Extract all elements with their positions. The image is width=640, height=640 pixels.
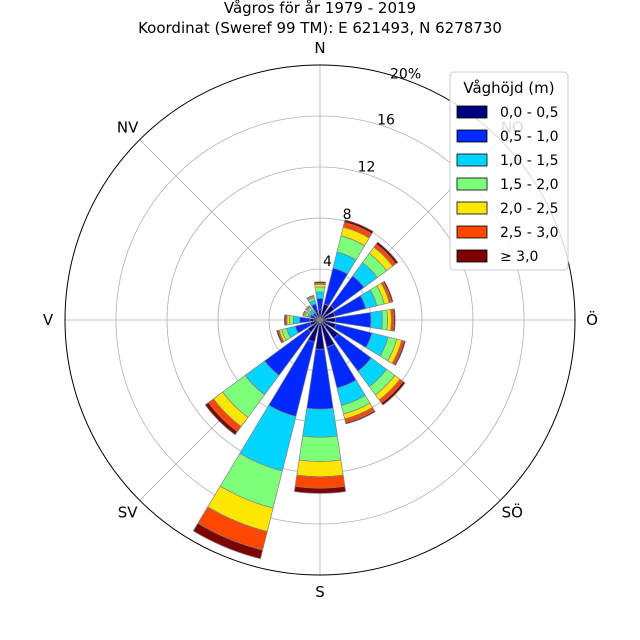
legend-label-5: 2,5 - 3,0 — [500, 225, 558, 241]
legend-label-6: ≥ 3,0 — [500, 249, 538, 265]
direction-label-0: N — [314, 39, 325, 57]
legend-title: Våghöjd (m) — [463, 79, 554, 97]
bar-sector-0-bin-3 — [314, 286, 326, 293]
bar-sector-2-bin-6 — [375, 241, 399, 265]
bar-sector-0-bin-6 — [313, 281, 327, 284]
legend-swatch-6 — [456, 249, 488, 263]
bar-sector-7-bin-6 — [345, 410, 376, 425]
legend-label-4: 2,0 - 2,5 — [500, 201, 558, 217]
radial-tick-2: 12 — [358, 160, 376, 176]
grid-spoke-7 — [139, 139, 321, 321]
legend-swatch-4 — [456, 201, 488, 215]
legend: Våghöjd (m) 0,0 - 0,5 0,5 - 1,0 1,0 - 1,5 1,… — [449, 71, 569, 271]
direction-label-4: S — [315, 583, 325, 601]
bar-sector-9-bin-6 — [192, 522, 264, 560]
bar-sector-12-bin-1 — [299, 316, 311, 324]
direction-label-2: Ö — [586, 310, 598, 329]
legend-swatch-5 — [456, 225, 488, 239]
legend-label-3: 1,5 - 2,0 — [500, 177, 558, 193]
outer-circle — [64, 64, 576, 576]
bar-sector-12-bin-6 — [283, 314, 287, 326]
direction-label-6: V — [43, 311, 54, 329]
legend-swatch-3 — [456, 177, 488, 191]
rose-bars — [192, 219, 406, 560]
bar-sector-3-bin-6 — [382, 280, 394, 303]
legend-label-0: 0,0 - 0,5 — [500, 105, 558, 121]
radial-tick-max: 20% — [390, 66, 421, 82]
bar-sector-5-bin-6 — [393, 340, 406, 366]
radial-tick-labels: 4 8 12 16 20% — [323, 66, 421, 269]
bar-sector-4-bin-2 — [370, 310, 383, 330]
bar-sector-1-bin-6 — [343, 219, 374, 235]
bar-sector-8-bin-3 — [298, 435, 342, 462]
bar-sector-14-bin-6 — [305, 305, 311, 311]
legend-box — [449, 71, 569, 271]
bar-sector-0-bin-2 — [315, 291, 325, 299]
bar-sector-0-bin-1 — [316, 297, 324, 311]
bar-sector-6-bin-6 — [380, 380, 406, 406]
bar-sector-8-bin-5 — [294, 474, 346, 489]
polar-frame — [64, 64, 576, 576]
bar-sector-4-bin-6 — [392, 308, 396, 332]
bar-sector-12-bin-3 — [289, 315, 294, 325]
bar-sector-12-bin-2 — [292, 315, 301, 325]
bar-sector-10-bin-6 — [204, 402, 238, 436]
bar-sector-11-bin-6 — [276, 330, 284, 344]
bar-sector-4-bin-3 — [381, 309, 388, 331]
bar-sector-15-bin-6 — [306, 294, 315, 300]
radial-tick-0: 4 — [323, 254, 332, 270]
bar-sector-8-bin-2 — [302, 407, 338, 438]
chart-subtitle: Koordinat (Sweref 99 TM): E 621493, N 62… — [138, 19, 502, 37]
direction-label-7: NV — [117, 119, 139, 137]
radial-tick-1: 8 — [343, 207, 352, 223]
legend-label-1: 0,5 - 1,0 — [500, 129, 558, 145]
legend-swatch-1 — [456, 129, 488, 143]
legend-swatch-2 — [456, 153, 488, 167]
direction-label-3: SÖ — [502, 502, 523, 521]
radial-tick-3: 16 — [377, 113, 395, 129]
legend-label-2: 1,0 - 1,5 — [500, 153, 558, 169]
bar-sector-8-bin-6 — [293, 486, 347, 494]
polar-grid — [65, 65, 575, 575]
legend-swatch-0 — [456, 105, 488, 119]
direction-label-5: SV — [118, 503, 139, 521]
bar-sector-13-bin-6 — [302, 310, 306, 317]
bar-sector-8-bin-4 — [296, 459, 344, 478]
chart-title: Vågros för år 1979 - 2019 — [224, 0, 416, 17]
